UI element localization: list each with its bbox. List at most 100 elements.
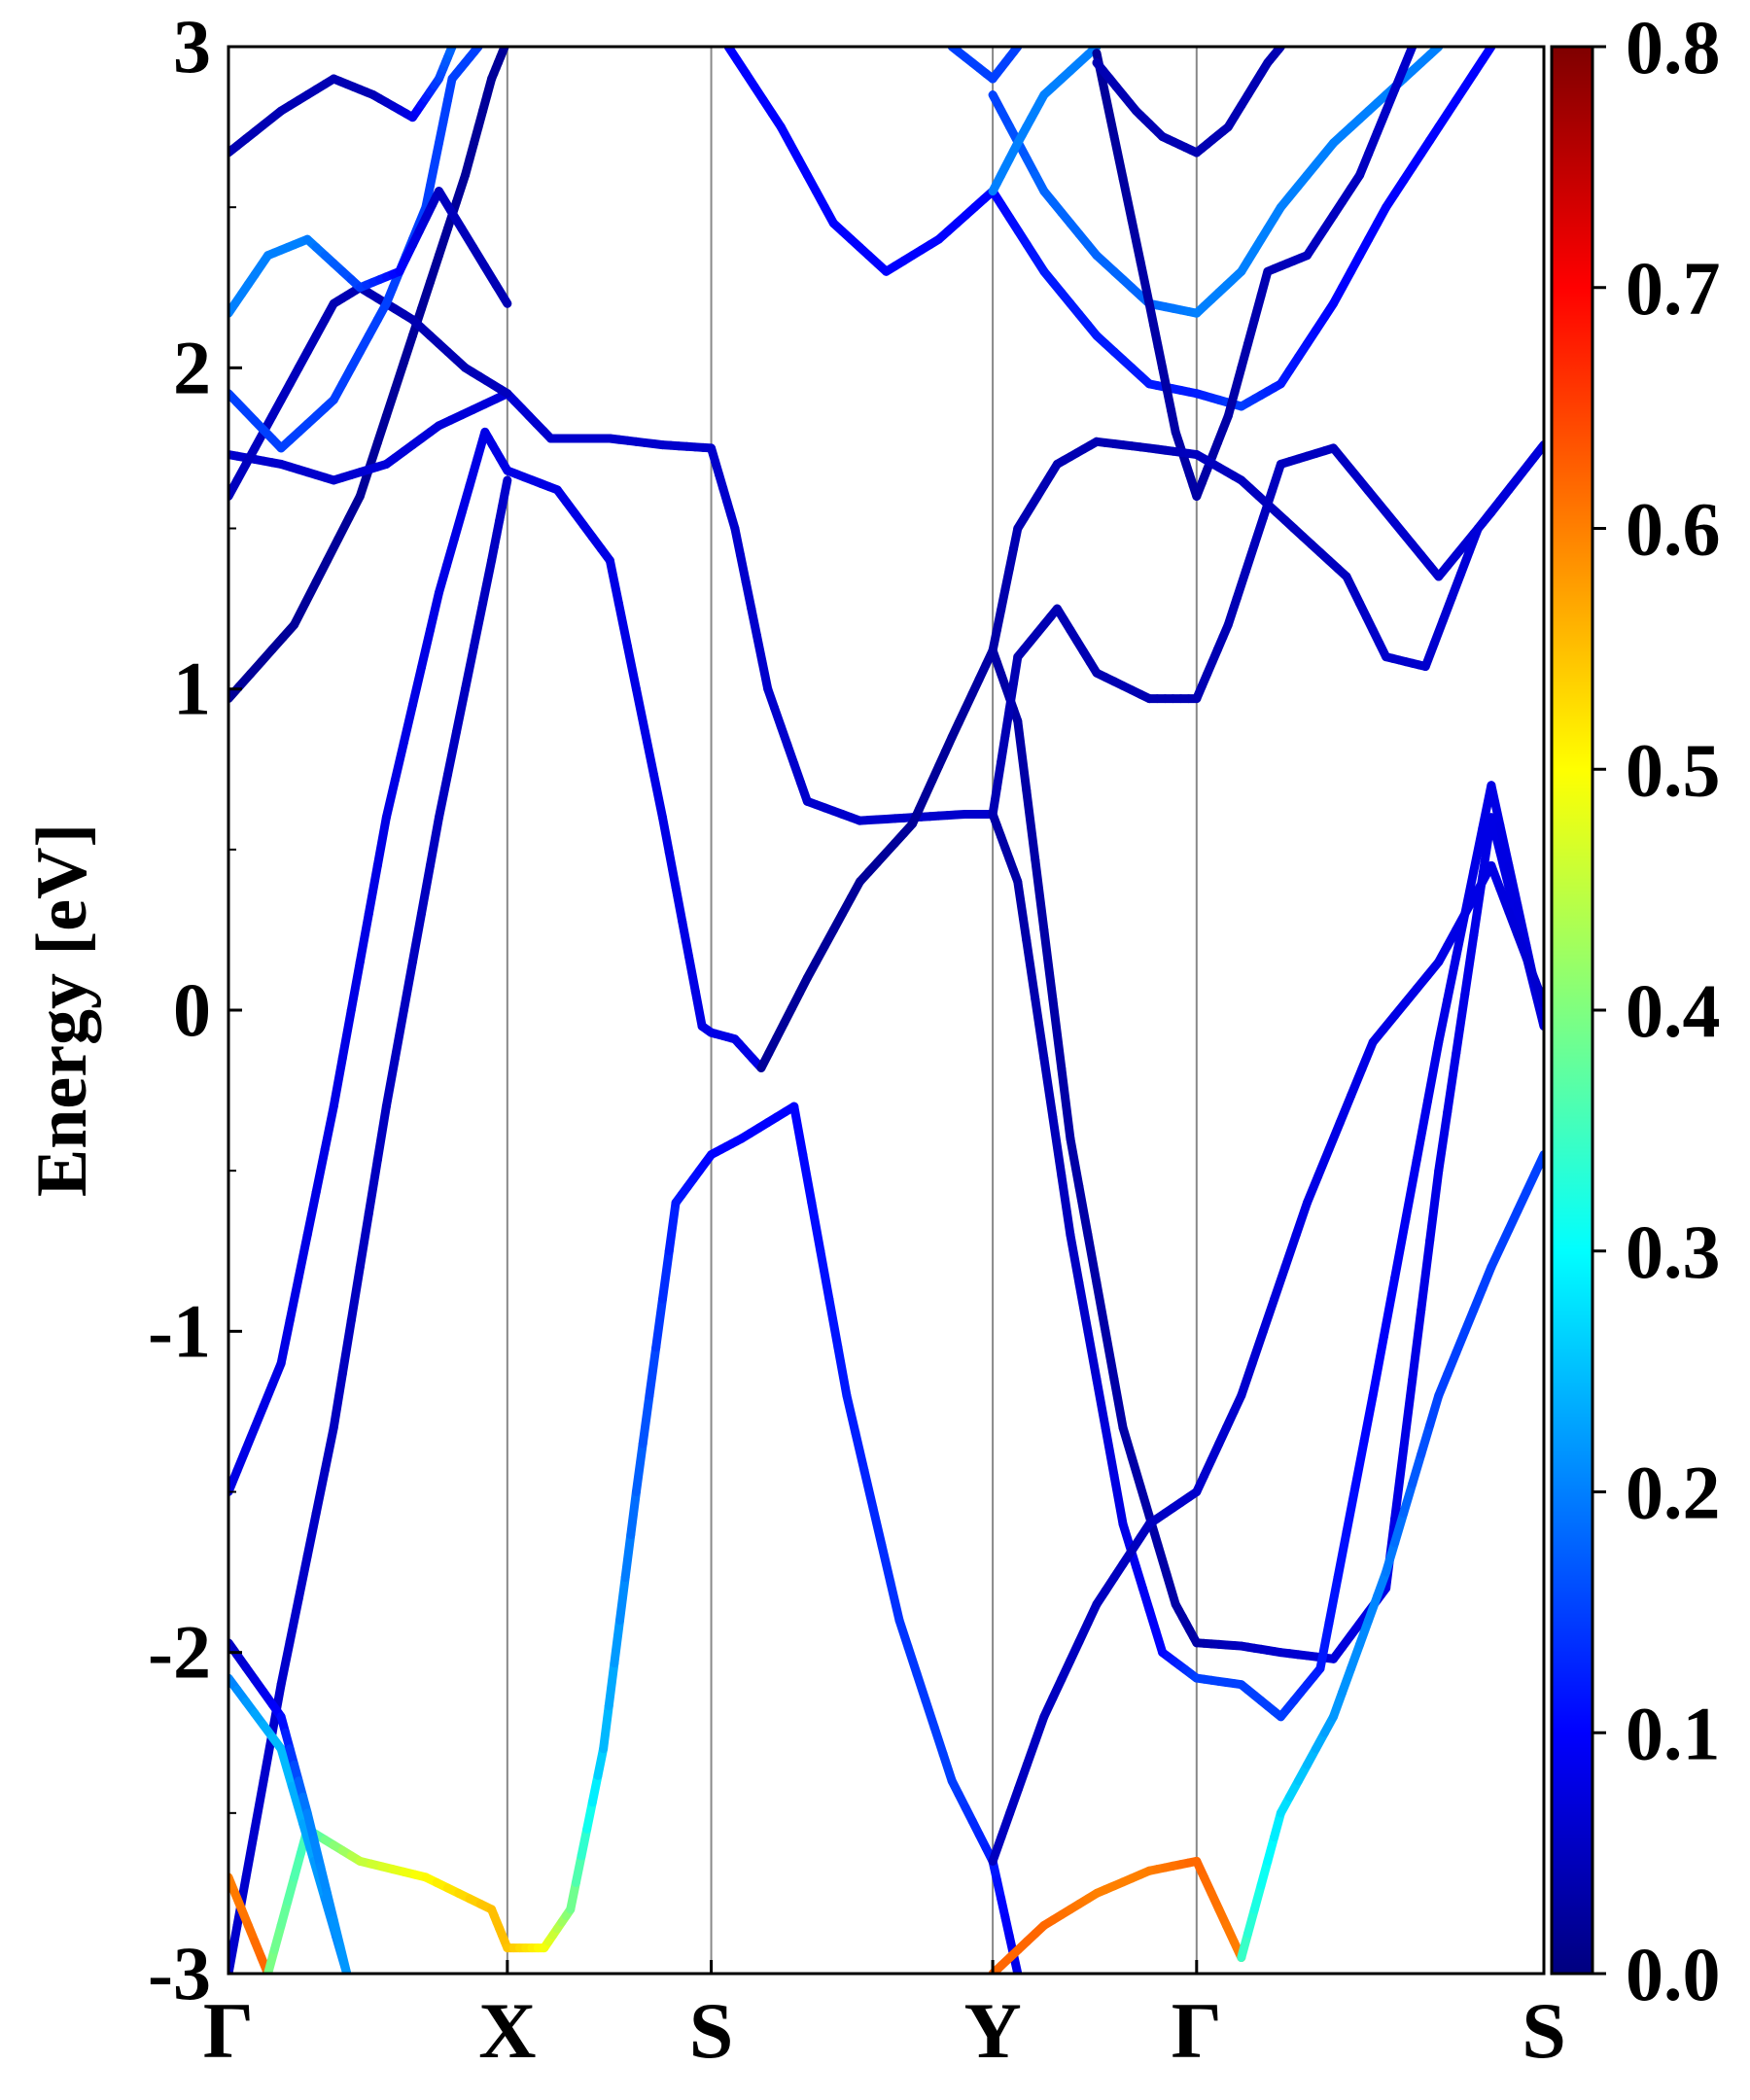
band-segment — [1153, 1541, 1172, 1580]
colorbar-tick-label: 0.3 — [1626, 1209, 1721, 1294]
band-segment — [1315, 1618, 1334, 1673]
band-segment — [599, 1701, 613, 1754]
colorbar-tick-label: 0.4 — [1626, 968, 1721, 1053]
band-segment — [842, 1390, 860, 1438]
band-segment — [294, 1552, 312, 1604]
band-segment — [798, 1150, 817, 1208]
band-segment — [1223, 593, 1242, 630]
band-segment — [582, 1798, 597, 1834]
band-segment — [894, 1616, 913, 1652]
band-segment — [416, 860, 435, 919]
band-segment — [294, 1230, 312, 1282]
band-segment — [1048, 995, 1067, 1074]
colorbar-tick-label: 0.8 — [1626, 5, 1721, 89]
band-segment — [416, 277, 435, 314]
band-1 — [228, 475, 512, 1974]
band-segment — [1302, 1172, 1323, 1208]
band-segment — [302, 1187, 321, 1240]
band-segment — [399, 957, 417, 1015]
band-segment — [859, 1465, 878, 1513]
band-segment — [1074, 1182, 1093, 1240]
band-segment — [622, 642, 641, 694]
band-segment — [664, 848, 681, 892]
x-tick-label: Y — [963, 1986, 1021, 2075]
band-segment — [381, 1054, 400, 1111]
band-segment — [645, 1343, 661, 1400]
band-segment — [816, 1246, 834, 1304]
colorbar-tick-label: 0.1 — [1626, 1691, 1721, 1775]
band-segment — [1101, 90, 1119, 141]
band-segment — [443, 727, 462, 780]
band-segment — [566, 1877, 580, 1914]
band-segment — [1057, 1172, 1075, 1240]
band-segment — [1232, 567, 1250, 603]
band-17 — [228, 187, 512, 318]
band-segment — [678, 917, 694, 962]
band-segment — [684, 952, 700, 997]
band-segment — [807, 1198, 825, 1256]
band-segment — [381, 384, 400, 421]
band-segment — [1417, 1420, 1435, 1459]
band-lines — [228, 47, 1544, 1974]
y-tick-label: 1 — [173, 647, 211, 731]
band-segment — [316, 1862, 332, 1898]
band-segment — [1066, 1230, 1084, 1288]
band-segment — [1357, 1037, 1378, 1074]
band-segment — [322, 1888, 338, 1925]
band-segment — [355, 1208, 373, 1272]
band-segment — [1267, 459, 1285, 496]
x-tick-label: Γ — [1172, 1986, 1222, 2075]
band-4 — [228, 389, 998, 825]
band-segment — [833, 1343, 852, 1400]
band-segment — [399, 700, 417, 748]
band-segment — [311, 1144, 330, 1197]
band-segment — [1350, 1436, 1369, 1491]
band-segment — [465, 454, 482, 490]
band-segment — [364, 860, 382, 919]
colorbar-tick-label: 0.5 — [1626, 727, 1721, 812]
band-14 — [228, 1638, 352, 1974]
band-segment — [1390, 1214, 1411, 1282]
band-segment — [1324, 1118, 1345, 1154]
band-segment — [1399, 1375, 1418, 1453]
band-segment — [329, 1054, 347, 1111]
band-segment — [1390, 1444, 1409, 1523]
band-23 — [1092, 47, 1418, 501]
band-segment — [824, 1294, 843, 1352]
band-segment — [1452, 989, 1470, 1058]
band-segment — [1347, 1065, 1367, 1101]
band-segment — [390, 1005, 408, 1064]
band-segment — [1127, 215, 1145, 266]
colorbar-ticks: 0.0 0.1 0.2 0.3 0.4 0.5 0.6 0.7 0.8 — [1592, 5, 1721, 2016]
band-segment — [1013, 717, 1032, 795]
band-segment — [1443, 1048, 1461, 1117]
band-segment — [664, 1198, 681, 1256]
band-segment — [587, 1770, 603, 1807]
band-segment — [1022, 786, 1040, 865]
band-segment — [434, 770, 452, 822]
band-segment — [1270, 1262, 1290, 1304]
band-segment — [1379, 1273, 1400, 1342]
band-segment — [1092, 1278, 1110, 1336]
x-tick-label: S — [689, 1986, 734, 2075]
band-segment — [877, 1541, 895, 1588]
band-segment — [500, 475, 512, 499]
band-segment — [1039, 1054, 1058, 1122]
band-segment — [337, 1005, 356, 1064]
band-segment — [912, 1669, 930, 1705]
band-segment — [434, 224, 452, 261]
band-segment — [1495, 821, 1514, 870]
band-segment — [1528, 440, 1544, 464]
band-segment — [320, 1422, 338, 1475]
band-segment — [1417, 1236, 1435, 1314]
x-tick-label: X — [478, 1986, 536, 2075]
band-segment — [747, 604, 761, 641]
band-segment — [381, 775, 400, 822]
band-segment — [1109, 131, 1128, 183]
colorbar-tick-label: 0.2 — [1626, 1451, 1721, 1535]
band-segment — [1399, 1479, 1418, 1519]
colorbar-tick-label: 0.7 — [1626, 246, 1721, 331]
band-segment — [250, 1776, 268, 1834]
band-segment — [416, 625, 435, 673]
